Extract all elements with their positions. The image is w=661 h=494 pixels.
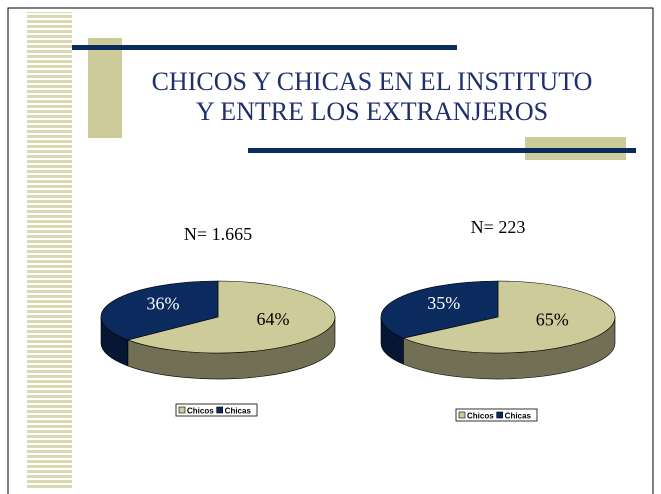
slide-title: Y ENTRE LOS EXTRANJEROS — [196, 97, 548, 126]
legend-label: Chicas — [225, 407, 252, 416]
pie-slice — [380, 280, 499, 339]
legend-swatch — [458, 411, 466, 419]
deco-line — [72, 45, 457, 50]
value-label: 65% — [536, 309, 569, 329]
legend-label: Chicos — [187, 407, 214, 416]
slide-title: CHICOS Y CHICAS EN EL INSTITUTO — [152, 67, 593, 96]
value-label: 36% — [146, 293, 179, 313]
pie-slice — [126, 280, 336, 354]
stripe-bar — [27, 12, 72, 490]
pie-title: N= 1.665 — [184, 224, 252, 244]
pie-slice — [100, 280, 219, 341]
pie-slice — [402, 280, 616, 354]
value-label: 35% — [427, 293, 460, 313]
legend-swatch — [216, 406, 223, 414]
legend-label: Chicas — [505, 412, 532, 421]
pie-title: N= 223 — [471, 217, 526, 237]
legend-swatch — [496, 411, 503, 419]
slide-border — [7, 7, 654, 494]
deco-line — [248, 148, 636, 153]
value-label: 64% — [257, 309, 290, 329]
legend-swatch — [178, 406, 186, 414]
deco-block — [88, 38, 122, 138]
legend-label: Chicos — [467, 412, 494, 421]
